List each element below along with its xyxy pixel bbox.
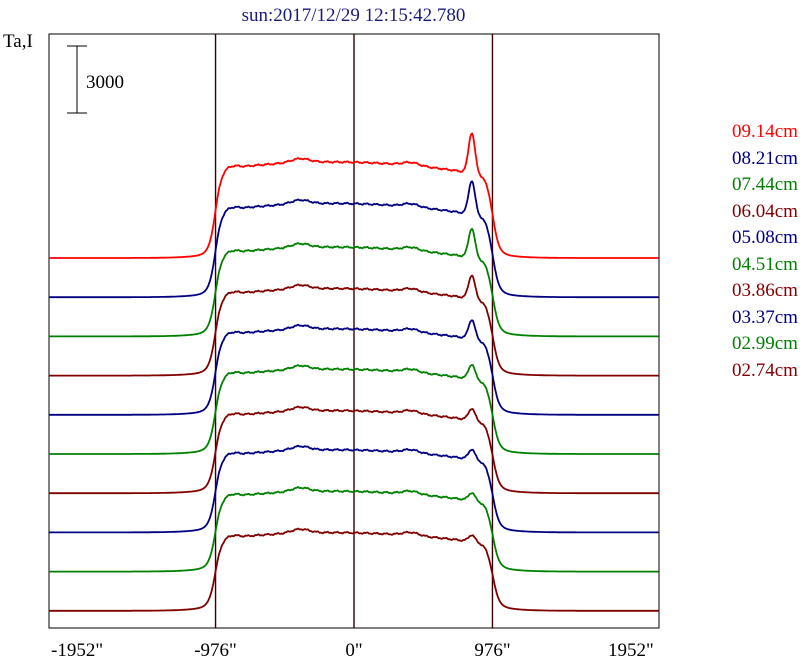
series-line-5 xyxy=(49,364,659,455)
legend-item-9: 02.74cm xyxy=(732,359,798,381)
legend-item-6: 03.86cm xyxy=(732,280,798,301)
legend-item-4: 05.08cm xyxy=(732,227,798,248)
x-tick-label-3: 976" xyxy=(474,640,510,661)
legend-item-0: 09.14cm xyxy=(732,121,798,142)
legend-item-7: 03.37cm xyxy=(732,306,798,328)
scale-bar-label: 3000 xyxy=(86,72,124,93)
series-line-6 xyxy=(49,405,659,495)
x-tick-label-1: -976" xyxy=(194,640,237,661)
series-line-9 xyxy=(49,527,659,612)
series-line-4 xyxy=(49,319,659,416)
legend-item-5: 04.51cm xyxy=(732,253,798,275)
series-line-3 xyxy=(49,274,659,377)
series-line-1 xyxy=(49,180,659,299)
legend-item-3: 06.04cm xyxy=(732,200,798,222)
series-line-2 xyxy=(49,227,659,338)
y-axis-label: Ta,I xyxy=(3,31,33,52)
series-line-7 xyxy=(49,444,659,534)
legend: 09.14cm 08.21cm 07.44cm 06.04cm 05.08cm 04.51… xyxy=(732,119,807,384)
legend-item-8: 02.99cm xyxy=(732,333,798,354)
chart-title: sun:2017/12/29 12:15:42.780 xyxy=(241,5,466,26)
x-tick-label-0: -1952" xyxy=(51,640,103,661)
x-tick-label-4: 1952" xyxy=(608,640,654,661)
legend-item-2: 07.44cm xyxy=(732,174,798,195)
x-tick-label-2: 0" xyxy=(345,640,362,661)
legend-item-1: 08.21cm xyxy=(732,147,798,169)
series-line-8 xyxy=(49,486,659,573)
series-line-0 xyxy=(49,131,659,259)
